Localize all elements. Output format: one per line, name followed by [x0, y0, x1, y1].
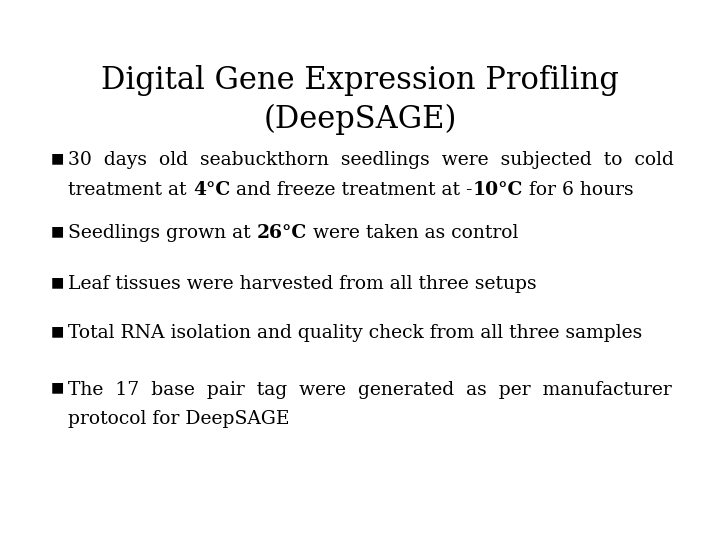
Text: The  17  base  pair  tag  were  generated  as  per  manufacturer: The 17 base pair tag were generated as p…: [68, 381, 672, 399]
Text: Total RNA isolation and quality check from all three samples: Total RNA isolation and quality check fr…: [68, 324, 643, 342]
Text: ■: ■: [50, 151, 64, 165]
Text: ■: ■: [50, 324, 64, 338]
Text: treatment at: treatment at: [68, 181, 193, 199]
Text: 4°C: 4°C: [193, 181, 230, 199]
Text: and freeze treatment at -: and freeze treatment at -: [230, 181, 472, 199]
Text: for 6 hours: for 6 hours: [523, 181, 634, 199]
Text: ■: ■: [50, 275, 64, 289]
Text: Leaf tissues were harvested from all three setups: Leaf tissues were harvested from all thr…: [68, 275, 537, 293]
Text: ■: ■: [50, 224, 64, 238]
Text: were taken as control: were taken as control: [307, 224, 518, 242]
Text: protocol for DeepSAGE: protocol for DeepSAGE: [68, 410, 290, 428]
Text: 10°C: 10°C: [472, 181, 523, 199]
Text: 26°C: 26°C: [257, 224, 307, 242]
Text: Digital Gene Expression Profiling
(DeepSAGE): Digital Gene Expression Profiling (DeepS…: [101, 65, 619, 136]
Text: ■: ■: [50, 381, 64, 395]
Text: Seedlings grown at: Seedlings grown at: [68, 224, 257, 242]
Text: 30  days  old  seabuckthorn  seedlings  were  subjected  to  cold: 30 days old seabuckthorn seedlings were …: [68, 151, 674, 169]
